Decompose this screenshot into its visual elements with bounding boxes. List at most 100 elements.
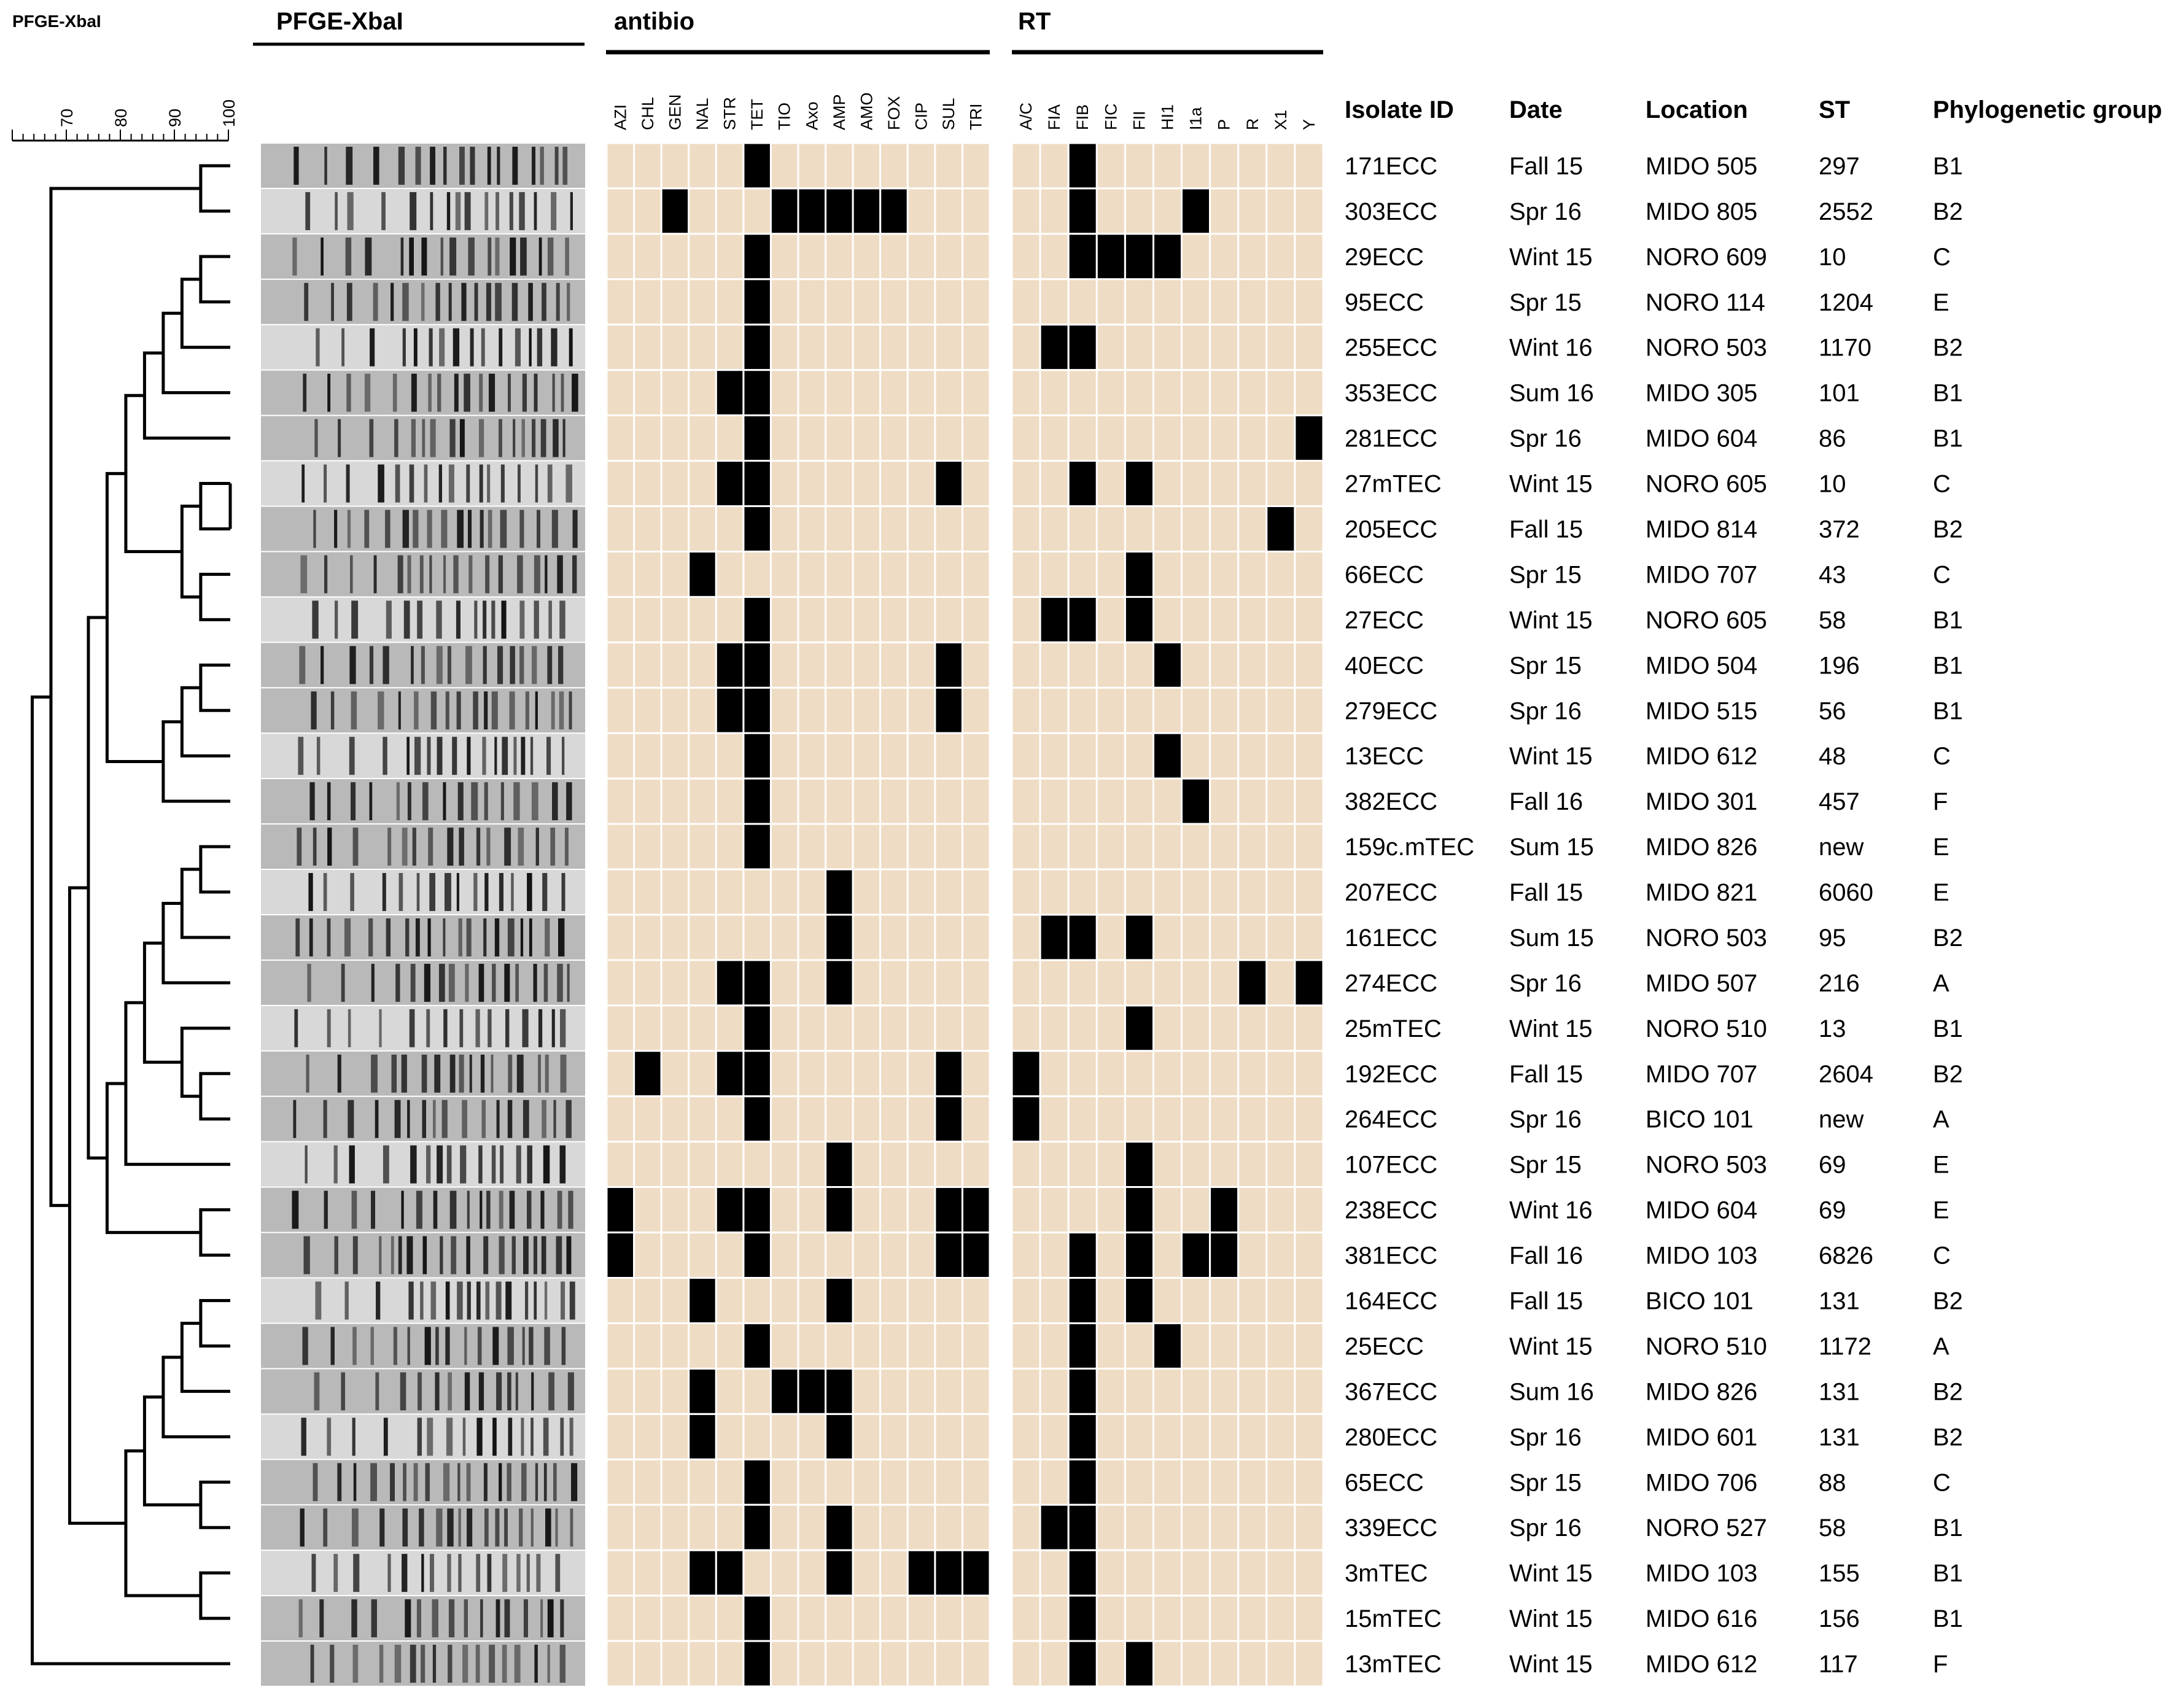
antibio-cell <box>797 913 827 961</box>
antibio-cell <box>769 959 799 1007</box>
gel-band <box>559 1145 566 1184</box>
antibio-column-label: GEN <box>666 94 684 130</box>
dendrogram-branch <box>161 902 230 985</box>
antibio-cell <box>961 414 991 462</box>
antibio-cell <box>715 142 745 190</box>
gel-band <box>567 963 570 1002</box>
antibio-cell <box>633 1141 663 1189</box>
rt-cell-positive <box>1124 1231 1155 1279</box>
gel-band <box>505 1009 510 1047</box>
antibio-column-label: NAL <box>693 98 712 130</box>
antibio-cell-positive <box>715 686 745 734</box>
dendrogram-branch <box>161 1356 230 1438</box>
gel-band <box>433 1100 436 1138</box>
antibio-cell <box>852 1594 882 1642</box>
rt-column-label: Y <box>1300 119 1318 130</box>
antibio-cell <box>769 1458 799 1506</box>
rt-cell <box>1067 1186 1098 1233</box>
cell-date: Wint 15 <box>1509 607 1593 634</box>
antibio-cell <box>660 1186 690 1233</box>
gel-band <box>529 328 532 367</box>
table-row: 381ECC Fall 16 MIDO 103 6826 C <box>1345 1243 1951 1270</box>
antibio-cell <box>715 551 745 598</box>
gel-band <box>386 600 392 639</box>
table-row: 192ECC Fall 15 MIDO 707 2604 B2 <box>1345 1061 1963 1088</box>
gel-band <box>313 1463 318 1502</box>
gel-band <box>537 328 543 367</box>
rt-cell <box>1209 686 1240 734</box>
antibio-cell <box>605 369 635 417</box>
antibio-cell <box>825 505 854 553</box>
gel-band <box>557 963 563 1002</box>
antibio-cell <box>715 1141 745 1189</box>
gel-lane <box>261 824 585 869</box>
gel-band <box>504 828 511 866</box>
antibio-cell <box>688 823 717 871</box>
cell-st: 457 <box>1819 788 1860 815</box>
table-row: 339ECC Spr 16 NORO 527 58 B1 <box>1345 1515 1963 1542</box>
gel-band <box>571 1463 578 1502</box>
antibio-cell <box>660 1549 690 1597</box>
gel-band <box>474 600 478 639</box>
rt-cell <box>1067 551 1098 598</box>
rt-cell <box>1095 1004 1126 1052</box>
rt-cell <box>1067 641 1098 689</box>
antibio-cell <box>825 686 854 734</box>
rt-cell <box>1095 1367 1126 1415</box>
rt-cell <box>1011 1549 1041 1597</box>
rt-cell <box>1265 1322 1296 1370</box>
gel-band <box>511 873 514 911</box>
gel-band <box>335 192 338 230</box>
antibio-cell <box>605 913 635 961</box>
antibio-cell-positive <box>825 959 854 1007</box>
antibio-cell <box>769 278 799 326</box>
cell-st: 297 <box>1819 153 1860 180</box>
antibio-cell <box>852 913 882 961</box>
cell-st: 1172 <box>1819 1333 1871 1360</box>
gel-band <box>486 282 491 321</box>
gel-band <box>446 1418 453 1456</box>
section-title-antibio: antibio <box>614 8 694 35</box>
antibio-cell-positive <box>715 369 745 417</box>
antibio-cell <box>879 595 909 643</box>
cell-date: Wint 16 <box>1509 335 1593 362</box>
rt-cell <box>1095 460 1126 507</box>
rt-cell-positive <box>1011 1050 1041 1098</box>
cell-st: 56 <box>1819 697 1846 724</box>
gel-band <box>560 1054 567 1093</box>
rt-cell <box>1209 414 1240 462</box>
rt-cell <box>1237 686 1268 734</box>
dendrogram-branch <box>199 1571 230 1620</box>
rt-cell <box>1265 1231 1296 1279</box>
rt-cell <box>1181 460 1211 507</box>
cell-group: B2 <box>1933 198 1963 225</box>
rt-cell <box>1039 505 1070 553</box>
antibio-cell <box>605 460 635 507</box>
gel-lane <box>261 1233 585 1278</box>
cell-location: MIDO 301 <box>1646 788 1757 815</box>
gel-band <box>327 918 331 956</box>
gel-band <box>478 963 484 1002</box>
rt-cell <box>1265 1594 1296 1642</box>
rt-cell <box>1011 1231 1041 1279</box>
gel-band <box>544 1327 550 1365</box>
antibio-cell <box>715 777 745 825</box>
cell-location: MIDO 505 <box>1646 153 1757 180</box>
gel-band <box>547 237 554 276</box>
gel-band <box>511 1236 516 1274</box>
gel-band <box>458 1508 461 1547</box>
gel-band <box>324 464 327 503</box>
gel-band <box>470 328 474 367</box>
gel-band <box>555 1508 558 1547</box>
rt-cell <box>1039 369 1070 417</box>
table-row: 29ECC Wint 15 NORO 609 10 C <box>1345 244 1951 271</box>
gel-band <box>406 737 410 775</box>
table-row: 107ECC Spr 15 NORO 503 69 E <box>1345 1152 1949 1179</box>
gel-band <box>416 1599 421 1638</box>
antibio-cell <box>961 551 991 598</box>
gel-band <box>440 237 443 276</box>
gel-band <box>473 691 478 730</box>
antibio-cell <box>879 641 909 689</box>
rt-cell <box>1011 414 1041 462</box>
